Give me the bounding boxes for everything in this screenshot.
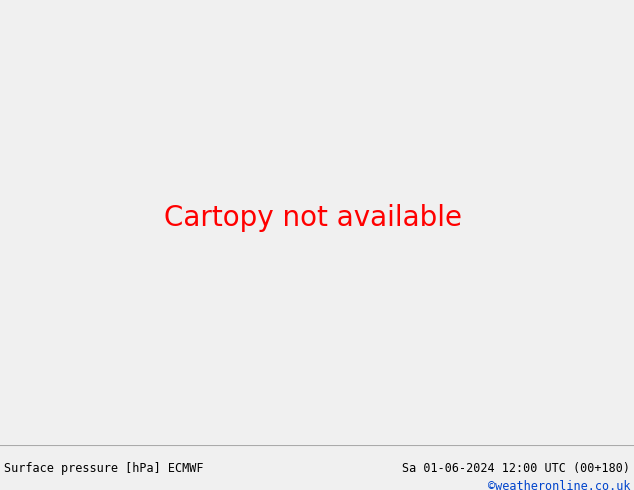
Text: Surface pressure [hPa] ECMWF: Surface pressure [hPa] ECMWF [4,462,204,475]
Text: Cartopy not available: Cartopy not available [164,203,462,231]
Text: Sa 01-06-2024 12:00 UTC (00+180): Sa 01-06-2024 12:00 UTC (00+180) [402,462,630,475]
Text: ©weatheronline.co.uk: ©weatheronline.co.uk [488,480,630,490]
